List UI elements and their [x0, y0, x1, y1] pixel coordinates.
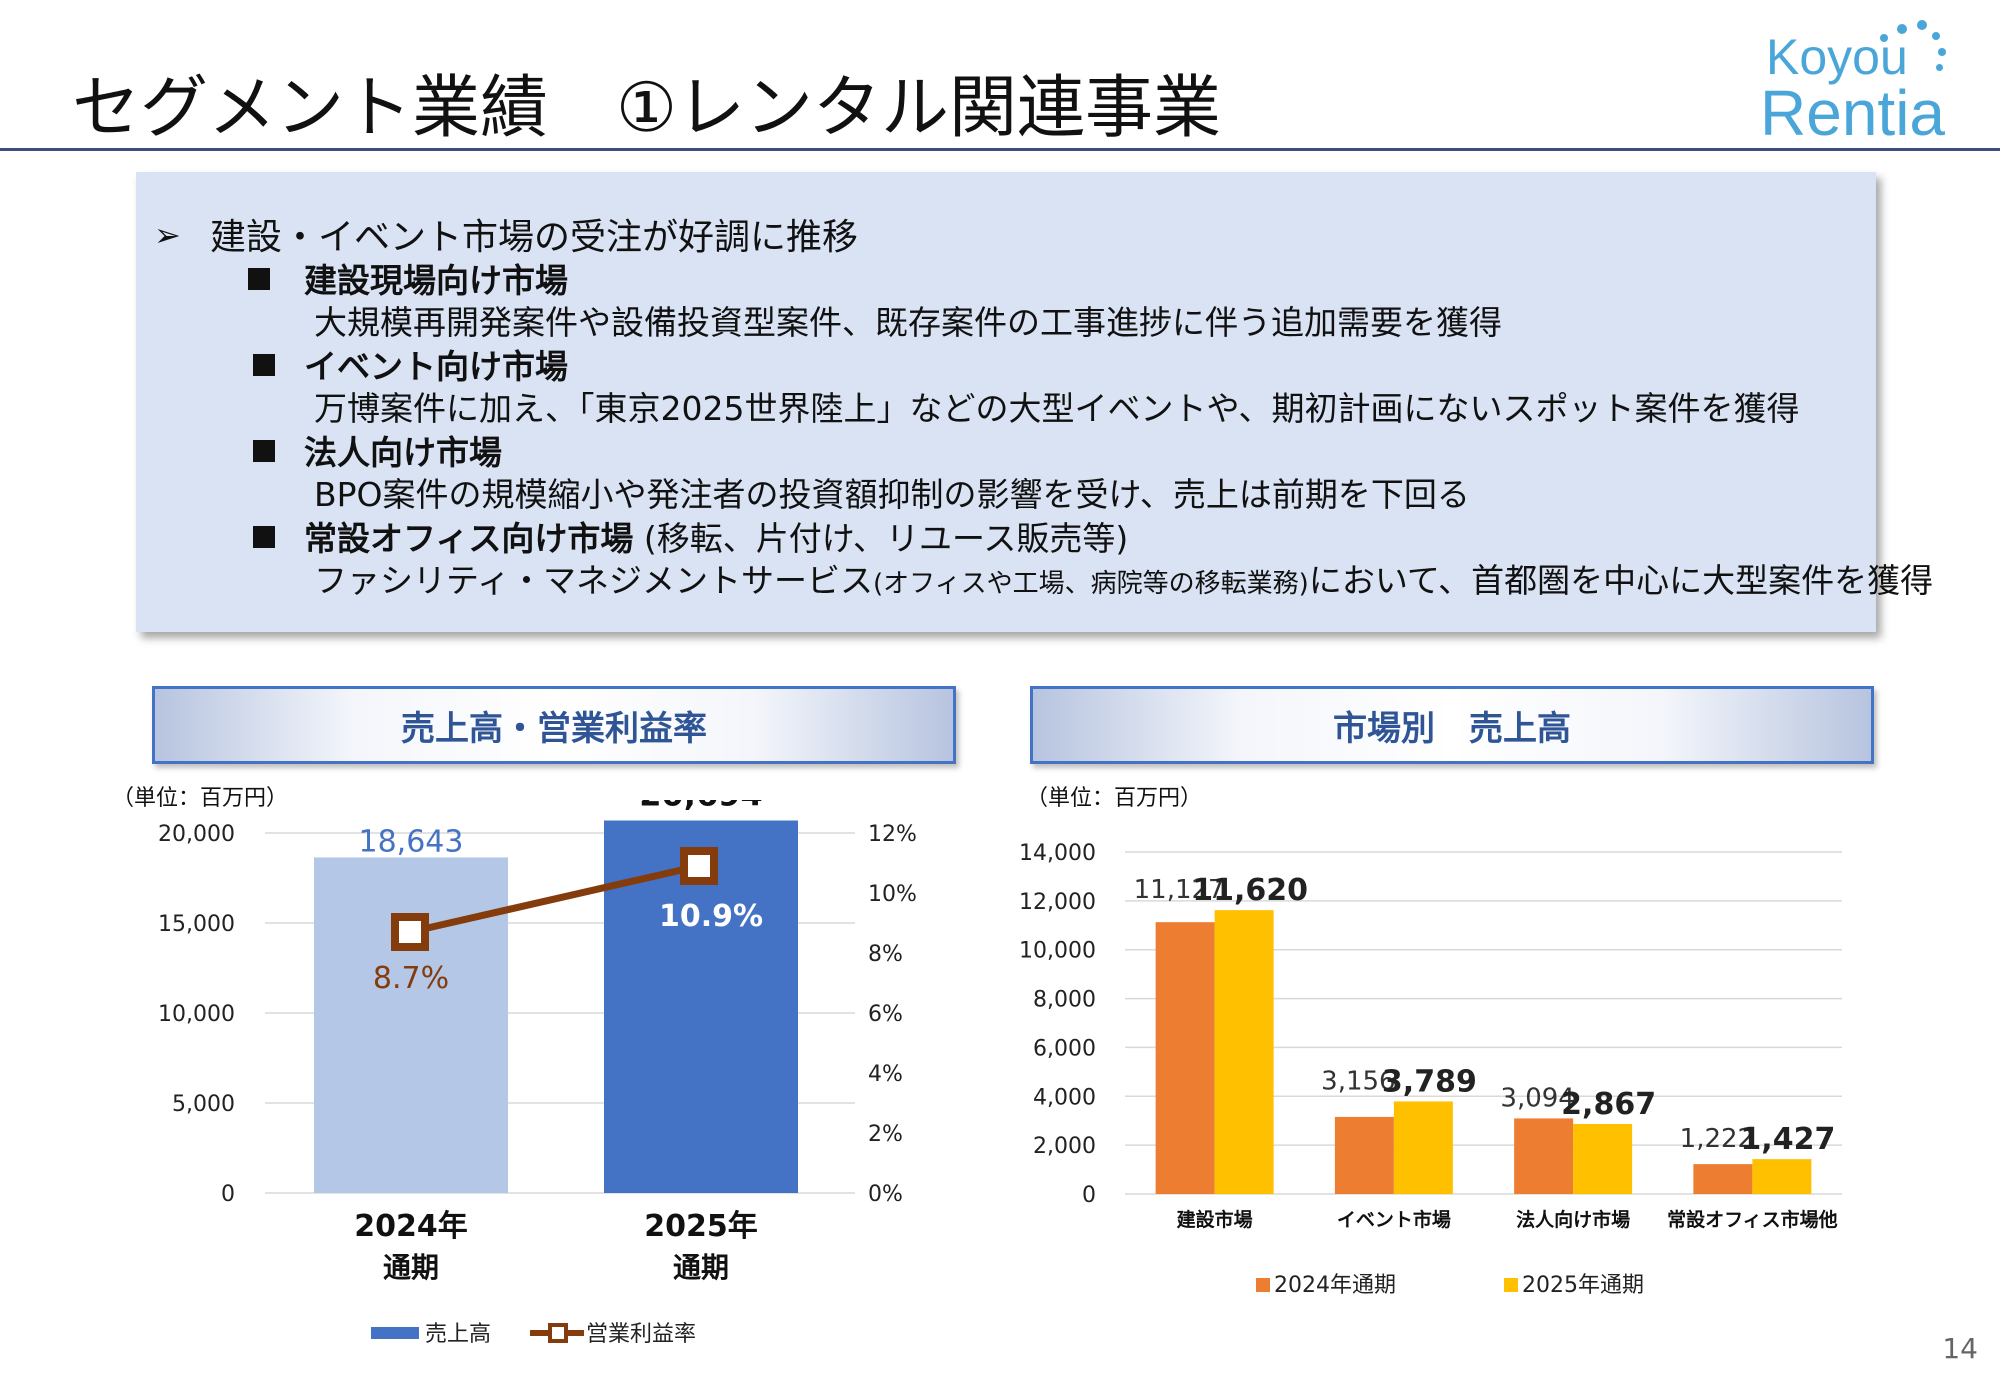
y-tick-label: 20,000	[158, 822, 235, 847]
item-text-construction: 大規模再開発案件や設備投資型案件、既存案件の工事進捗に伴う追加需要を獲得	[314, 303, 1502, 342]
item-text-event: 万博案件に加え、「東京2025世界陸上」などの大型イベントや、期初計画にないスポ…	[314, 389, 1800, 428]
page-number: 14	[1942, 1332, 1978, 1365]
bar-2024	[1334, 1116, 1394, 1194]
legend-label-margin: 営業利益率	[586, 1322, 696, 1347]
logo-dot	[1936, 64, 1943, 71]
y-tick-label: 2,000	[1033, 1134, 1096, 1159]
value-label-2024: 3,156	[1321, 1066, 1395, 1096]
square-bullet-icon	[253, 526, 275, 548]
x-category-label: 2025年	[644, 1209, 758, 1244]
item-title-construction: 建設現場向け市場	[304, 261, 568, 300]
square-bullet-icon	[248, 268, 270, 290]
item-text-office-row: ファシリティ・マネジメントサービス(オフィスや工場、病院等の移転業務)において、…	[314, 554, 1933, 602]
margin-marker	[391, 913, 429, 951]
y2-tick-label: 0%	[868, 1182, 903, 1207]
x-category-label: 建設市場	[1177, 1208, 1253, 1231]
bar-2025	[1214, 910, 1274, 1194]
legend-swatch-sales	[371, 1327, 419, 1339]
value-label-2024: 3,094	[1500, 1083, 1574, 1113]
market-sales-chart: 0 2,000 4,000 6,000 8,000 10,000 12,000 14,000 1…	[1019, 841, 1842, 1298]
item-title-corporate: 法人向け市場	[304, 433, 502, 472]
x-category-label: 法人向け市場	[1516, 1208, 1630, 1231]
legend-swatch-2025	[1504, 1278, 1518, 1292]
y2-tick-label: 4%	[868, 1062, 903, 1087]
x-category-label: 2024年	[354, 1209, 468, 1244]
square-bullet-icon	[253, 440, 275, 462]
legend-label-2024: 2024年通期	[1274, 1273, 1396, 1298]
y2-tick-label: 8%	[868, 942, 903, 967]
y-tick-label: 15,000	[158, 912, 235, 937]
bar-2025	[1393, 1101, 1453, 1194]
logo-dot	[1880, 34, 1888, 42]
sales-value-label: 18,643	[359, 824, 464, 859]
y-tick-label: 8,000	[1033, 988, 1096, 1013]
logo-dot	[1897, 24, 1907, 34]
y-tick-label: 6,000	[1033, 1036, 1096, 1061]
margin-value-label: 8.7%	[373, 961, 449, 996]
bar-2025	[1752, 1159, 1812, 1194]
company-logo: Koyou Rentia	[1760, 18, 1980, 149]
arrow-bullet-icon: ➢	[154, 216, 181, 254]
item-title-office-row: 常設オフィス向け市場 (移転、片付け、リユース販売等)	[304, 512, 1128, 560]
summary-box: ➢ 建設・イベント市場の受注が好調に推移 建設現場向け市場 大規模再開発案件や設…	[136, 172, 1933, 632]
item-text-corporate: BPO案件の規模縮小や発注者の投資額抑制の影響を受け、売上は前期を下回る	[314, 475, 1470, 514]
legend-marker-margin	[548, 1323, 568, 1343]
value-label-2024: 11,127	[1134, 875, 1225, 905]
margin-line	[409, 862, 700, 936]
value-label-2025: 1,427	[1740, 1122, 1835, 1157]
margin-value-label: 10.9%	[659, 899, 763, 934]
sales-value-label: 20,694	[639, 800, 762, 814]
value-label-2024: 1,222	[1680, 1124, 1754, 1154]
y2-tick-label: 10%	[868, 882, 917, 907]
y-tick-label: 14,000	[1019, 841, 1096, 866]
chart2-header: 市場別 売上高	[1030, 686, 1874, 764]
margin-marker	[680, 847, 718, 885]
x-category-label: 常設オフィス市場他	[1667, 1208, 1838, 1231]
x-category-label: イベント市場	[1337, 1208, 1451, 1231]
value-label-2025: 11,620	[1192, 873, 1308, 908]
summary-heading: 建設・イベント市場の受注が好調に推移	[210, 217, 859, 258]
bar-2024	[1693, 1164, 1753, 1194]
page-title: セグメント業績 ①レンタル関連事業	[72, 69, 1221, 148]
y-tick-label: 12,000	[1019, 890, 1096, 915]
y-tick-label: 0	[1082, 1183, 1096, 1208]
y-tick-label: 10,000	[158, 1002, 235, 1027]
item-text-office-small: (オフィスや工場、病院等の移転業務)	[873, 569, 1309, 599]
legend-label-sales: 売上高	[425, 1322, 491, 1347]
bar-2024	[1514, 1118, 1574, 1194]
y2-tick-label: 6%	[868, 1002, 903, 1027]
item-title-office-suffix: (移転、片付け、リユース販売等)	[633, 519, 1129, 558]
legend-label-2025: 2025年通期	[1522, 1273, 1644, 1298]
x-category-sublabel: 通期	[673, 1251, 729, 1284]
value-label-2025: 2,867	[1561, 1087, 1656, 1122]
y-tick-label: 10,000	[1019, 939, 1096, 964]
square-bullet-icon	[253, 354, 275, 376]
legend-swatch-2024	[1256, 1278, 1270, 1292]
logo-dot	[1917, 20, 1927, 30]
item-title-event: イベント向け市場	[304, 347, 568, 386]
sales-margin-chart: 0 5,000 10,000 15,000 20,000 0% 2% 4% 6% 8% 10% 12%…	[158, 800, 917, 1347]
bar-2024	[1155, 922, 1215, 1194]
logo-line2: Rentia	[1760, 77, 1945, 149]
y-tick-label: 0	[221, 1182, 235, 1207]
sales-bar	[314, 857, 508, 1193]
y2-tick-label: 2%	[868, 1122, 903, 1147]
logo-dot	[1932, 32, 1940, 40]
x-category-sublabel: 通期	[383, 1251, 439, 1284]
bar-2025	[1573, 1123, 1633, 1194]
value-label-2025: 3,789	[1382, 1064, 1477, 1099]
y-tick-label: 5,000	[172, 1092, 235, 1117]
chart1-header: 売上高・営業利益率	[152, 686, 956, 764]
item-text-office-tail: において、首都圏を中心に大型案件を獲得	[1308, 561, 1934, 600]
item-title-office: 常設オフィス向け市場	[304, 519, 634, 558]
item-text-office-main: ファシリティ・マネジメントサービス	[314, 561, 874, 600]
chart1-unit: （単位：百万円）	[112, 786, 289, 811]
y2-tick-label: 12%	[868, 822, 917, 847]
chart2-unit: （単位：百万円）	[1026, 786, 1203, 811]
y-tick-label: 4,000	[1033, 1085, 1096, 1110]
title-rule	[0, 148, 2000, 151]
logo-dot	[1938, 48, 1946, 56]
